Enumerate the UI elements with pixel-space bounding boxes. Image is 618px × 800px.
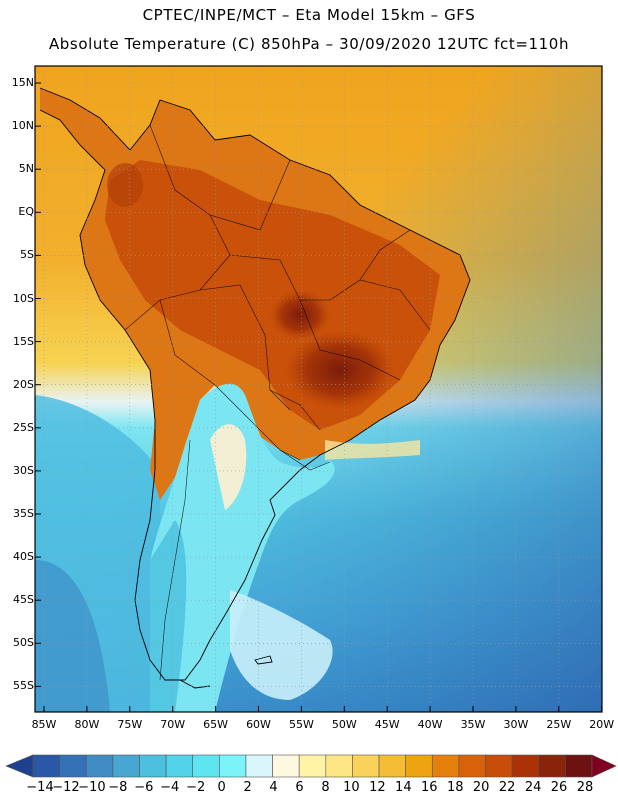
colorbar-tick-label: −4 xyxy=(160,780,180,795)
colorbar-tick-label: 16 xyxy=(421,780,438,795)
lat-label: 50S xyxy=(13,636,34,650)
colorbar-box xyxy=(458,754,486,778)
lat-label: 15S xyxy=(13,334,34,348)
lat-label: 35S xyxy=(13,507,34,520)
colorbar-tick-label: 26 xyxy=(550,780,568,795)
lat-label: 20S xyxy=(13,377,34,391)
colorbar-tick-label: −6 xyxy=(134,780,154,795)
graticule xyxy=(35,66,602,712)
lat-label: 10N xyxy=(11,119,34,133)
lat-label: 5N xyxy=(18,162,34,176)
lat-label: EQ xyxy=(18,205,34,219)
lat-label: 10S xyxy=(13,291,34,305)
colorbar xyxy=(5,754,617,778)
lon-label: 60W xyxy=(246,718,271,731)
colorbar-tick-label: −14 xyxy=(26,780,54,795)
colorbar-box xyxy=(139,754,167,778)
colorbar-box xyxy=(165,754,194,778)
lat-label: 5S xyxy=(20,248,34,262)
lat-label: 45S xyxy=(13,593,34,607)
lat-label: 25S xyxy=(13,420,34,434)
lat-label: 15N xyxy=(11,76,34,89)
chart-title-line1: CPTEC/INPE/MCT – Eta Model 15km – GFS xyxy=(142,6,476,24)
colorbar-box xyxy=(245,754,273,778)
lon-label: 85W xyxy=(31,718,57,731)
lon-label: 25W xyxy=(546,718,572,731)
colorbar-box xyxy=(325,754,353,778)
colorbar-tick-label: 22 xyxy=(498,780,516,795)
colorbar-box xyxy=(192,754,220,778)
colorbar-tick-label: 4 xyxy=(269,780,278,795)
colorbar-box xyxy=(405,754,433,778)
colorbar-tick-label: −12 xyxy=(52,780,80,795)
colorbar-tick-label: 18 xyxy=(446,780,464,795)
colorbar-tick-label: 8 xyxy=(321,780,330,795)
colorbar-box xyxy=(431,754,460,778)
lat-label: 30S xyxy=(13,463,34,477)
colorbar-tick-label: 14 xyxy=(395,780,412,795)
colorbar-box xyxy=(298,754,327,778)
colorbar-tick-label: 20 xyxy=(472,780,490,795)
lon-label: 50W xyxy=(331,718,357,731)
colorbar-right-arrow xyxy=(591,754,617,778)
colorbar-tick-label: −2 xyxy=(186,780,206,795)
coldest-patch xyxy=(230,590,333,700)
country-borders xyxy=(124,124,431,681)
lon-label: 75W xyxy=(117,718,143,731)
colorbar-box xyxy=(352,754,380,778)
colorbar-tick-label: −8 xyxy=(108,780,128,795)
colorbar-tick-label: 24 xyxy=(524,780,542,795)
colorbar-tick-label: 6 xyxy=(295,780,304,795)
colorbar-box xyxy=(565,754,593,778)
coastline xyxy=(39,87,471,689)
colorbar-tick-label: 28 xyxy=(576,780,594,795)
colorbar-box xyxy=(272,754,300,778)
lon-label: 40W xyxy=(417,718,443,731)
lat-label: 40S xyxy=(13,550,34,564)
hottest-core xyxy=(285,330,395,410)
lon-label: 55W xyxy=(288,718,314,731)
colorbar-box xyxy=(219,754,247,778)
lat-label: 55S xyxy=(13,679,34,693)
colorbar-box xyxy=(511,754,540,778)
chart-title-line2: Absolute Temperature (C) 850hPa – 30/09/… xyxy=(48,35,570,53)
colorbar-box xyxy=(378,754,406,778)
temperature-map xyxy=(34,65,603,713)
colorbar-left-arrow xyxy=(5,754,34,778)
lon-label: 65W xyxy=(203,718,229,731)
colorbar-tick-label: 12 xyxy=(369,780,386,795)
colorbar-tick-label: −10 xyxy=(78,780,106,795)
lon-label: 70W xyxy=(160,718,186,731)
colorbar-tick-label: 0 xyxy=(217,780,226,795)
cold-air-tongue xyxy=(150,383,335,712)
colorbar-box xyxy=(485,754,513,778)
lon-label: 45W xyxy=(374,718,400,731)
lon-label: 80W xyxy=(74,718,100,731)
colorbar-tick-label: 10 xyxy=(343,780,360,795)
colorbar-box xyxy=(32,754,60,778)
lon-label: 30W xyxy=(503,718,529,731)
colorbar-box xyxy=(112,754,140,778)
colorbar-box xyxy=(538,754,566,778)
lon-label: 35W xyxy=(460,718,486,731)
colorbar-box xyxy=(59,754,87,778)
map-frame xyxy=(34,65,603,713)
colorbar-box xyxy=(85,754,114,778)
lon-label: 20W xyxy=(589,718,615,731)
colorbar-tick-label: 2 xyxy=(243,780,252,795)
